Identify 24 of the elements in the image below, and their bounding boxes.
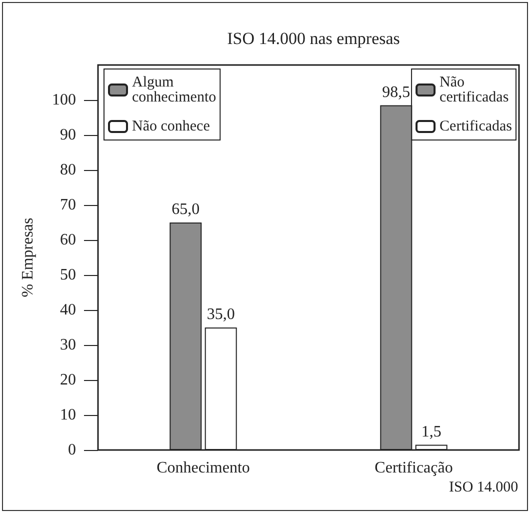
legend-label: Não conhece [132, 118, 210, 134]
y-tick-label: 60 [60, 232, 76, 248]
y-tick-label: 70 [60, 196, 76, 214]
y-tick-label: 90 [60, 126, 76, 144]
y-tick-label: 20 [60, 372, 76, 388]
data-label: 65,0 [172, 201, 200, 218]
y-tick-label: 40 [60, 302, 76, 318]
x-tick-label: Conhecimento [156, 460, 250, 476]
x-axis-title: ISO 14.000 [449, 480, 518, 496]
y-tick-label: 100 [52, 92, 76, 108]
y-tick-label: 50 [60, 266, 76, 284]
y-tick-label: 0 [68, 442, 76, 458]
y-tick-label: 10 [60, 406, 76, 424]
chart-title: ISO 14.000 nas empresas [227, 29, 400, 48]
legend-label: Certificadas [440, 118, 512, 134]
data-label: 1,5 [421, 423, 442, 440]
legend-label: Algum conhecimento [132, 74, 216, 106]
y-tick-label: 80 [60, 162, 76, 178]
y-tick-label: 30 [60, 336, 76, 354]
legend-label: Não certificadas [440, 74, 509, 106]
x-tick-label: Certificação [374, 460, 453, 476]
data-label: 98,5 [382, 84, 410, 101]
y-axis-title: % Empresas [20, 218, 36, 298]
data-label: 35,0 [206, 306, 235, 323]
